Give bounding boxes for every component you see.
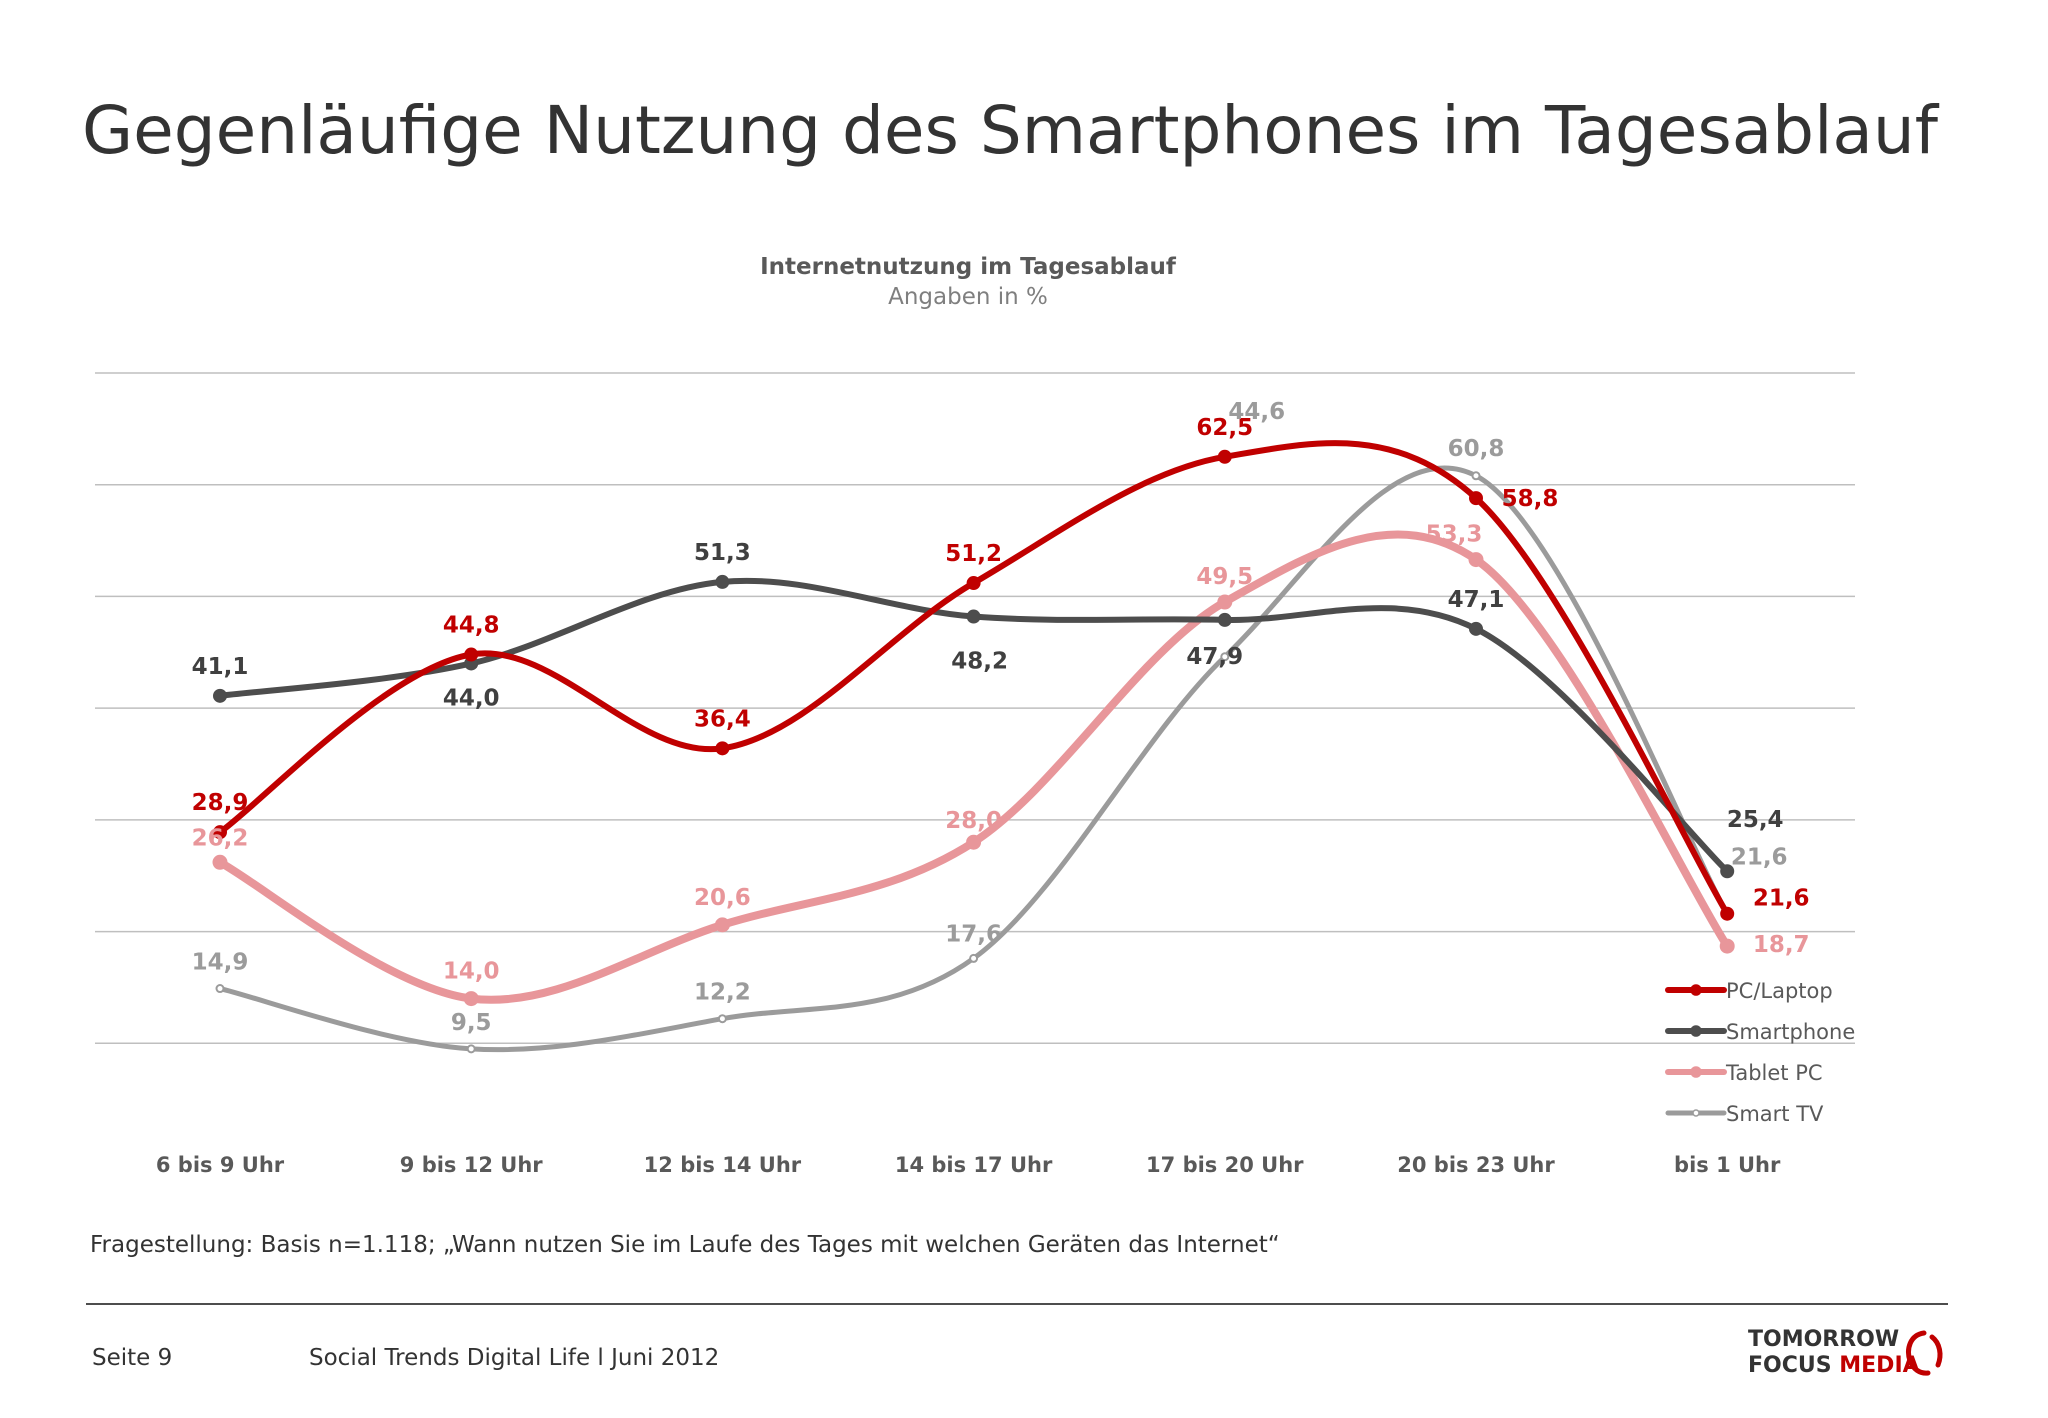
page-number: Seite 9 [92, 1345, 173, 1371]
x-tick-label: 9 bis 12 Uhr [400, 1153, 544, 1177]
legend-marker-smartphone [1690, 1025, 1702, 1037]
legend-marker-tablet-pc [1690, 1066, 1702, 1078]
x-tick-label: 20 bis 23 Uhr [1397, 1153, 1555, 1177]
data-label-pc-laptop: 62,5 [1196, 415, 1253, 441]
data-label-pc-laptop: 28,9 [192, 790, 249, 816]
data-point-smart-tv [215, 984, 225, 994]
x-tick-label: 17 bis 20 Uhr [1146, 1153, 1304, 1177]
data-point-tablet-pc [212, 854, 228, 870]
data-point-pc-laptop [1720, 906, 1735, 921]
footnote: Fragestellung: Basis n=1.118; „Wann nutz… [90, 1232, 1280, 1258]
data-label-tablet-pc: 49,5 [1196, 564, 1253, 590]
data-point-pc-laptop [213, 825, 227, 840]
data-point-pc-laptop [1469, 491, 1483, 506]
slide-title: Gegenläufige Nutzung des Smartphones im … [82, 92, 1938, 169]
data-point-pc-laptop [966, 576, 981, 591]
data-point-smart-tv [466, 1044, 476, 1054]
logo-text-line2: FOCUS MEDIA [1748, 1353, 1920, 1378]
data-label-pc-laptop: 36,4 [694, 706, 751, 732]
data-label-smartphone: 51,3 [694, 540, 751, 566]
data-label-smartphone: 25,4 [1727, 807, 1784, 833]
data-label-tablet-pc: 20,6 [694, 885, 751, 911]
x-tick-label: bis 1 Uhr [1674, 1153, 1781, 1177]
data-label-smart-tv: 60,8 [1448, 436, 1505, 462]
data-label-smartphone: 44,0 [443, 685, 500, 711]
x-tick-label: 6 bis 9 Uhr [156, 1153, 285, 1177]
data-point-tablet-pc [1719, 938, 1735, 954]
data-label-smart-tv: 14,9 [192, 950, 249, 976]
data-label-smartphone: 48,2 [951, 649, 1008, 675]
series-lines [212, 440, 1735, 1054]
legend: PC/Laptop Smartphone Tablet PC Smart TV [1665, 979, 1855, 1126]
logo-text-media: MEDIA [1839, 1353, 1920, 1378]
legend-label-smartphone: Smartphone [1726, 1020, 1855, 1044]
grid-lines [95, 372, 1855, 1045]
footer-divider [86, 1303, 1948, 1305]
legend-label-smart-tv: Smart TV [1726, 1102, 1824, 1126]
data-label-pc-laptop: 21,6 [1753, 886, 1810, 912]
data-point-pc-laptop [464, 647, 479, 662]
data-point-pc-laptop [715, 741, 730, 756]
data-labels: 28,9 44,8 36,4 51,2 62,5 58,8 21,6 41,1 44,0 51,3… [192, 399, 1810, 1036]
data-label-smart-tv: 12,2 [694, 980, 751, 1006]
data-label-tablet-pc: 28,0 [945, 808, 1002, 834]
footer-text: Social Trends Digital Life l Juni 2012 [309, 1345, 720, 1371]
x-axis: 6 bis 9 Uhr 9 bis 12 Uhr 12 bis 14 Uhr 14 b… [156, 1153, 1781, 1177]
line-chart: 6 bis 9 Uhr 9 bis 12 Uhr 12 bis 14 Uhr 14 b… [95, 372, 1855, 1177]
logo-text-tomorrow: TOMORROW [1748, 1327, 1900, 1352]
data-point-smartphone [715, 574, 730, 589]
data-label-tablet-pc: 26,2 [192, 825, 249, 851]
chart-title: Internetnutzung im Tagesablauf [760, 254, 1176, 280]
data-point-pc-laptop [1217, 449, 1232, 464]
data-point-tablet-pc [714, 917, 730, 933]
legend-label-pc-laptop: PC/Laptop [1726, 979, 1833, 1003]
data-label-smartphone: 47,1 [1448, 587, 1505, 613]
data-label-tablet-pc: 14,0 [443, 959, 500, 985]
data-point-smartphone [966, 609, 981, 624]
logo-swirl-icon [1906, 1330, 1943, 1376]
chart-subtitle: Angaben in % [888, 284, 1048, 310]
data-label-smart-tv: 9,5 [451, 1010, 492, 1036]
legend-marker-smart-tv [1692, 1109, 1700, 1117]
data-point-tablet-pc [1217, 594, 1233, 610]
data-point-smartphone [1720, 864, 1735, 879]
tomorrow-focus-media-logo: TOMORROW FOCUS MEDIA [1748, 1327, 1948, 1379]
data-point-smartphone [1469, 621, 1483, 636]
data-label-pc-laptop: 58,8 [1502, 486, 1559, 512]
data-point-tablet-pc [966, 834, 982, 850]
logo-text-focus: FOCUS [1748, 1353, 1832, 1378]
data-label-smartphone: 47,9 [1186, 644, 1243, 670]
data-label-pc-laptop: 51,2 [945, 541, 1002, 567]
data-label-tablet-pc: 18,7 [1753, 932, 1810, 958]
x-tick-label: 12 bis 14 Uhr [644, 1153, 802, 1177]
data-point-smart-tv [717, 1014, 727, 1024]
x-tick-label: 14 bis 17 Uhr [895, 1153, 1053, 1177]
data-point-smartphone [1217, 612, 1232, 627]
legend-marker-pc-laptop [1690, 984, 1702, 996]
legend-label-tablet-pc: Tablet PC [1725, 1061, 1823, 1085]
data-label-smart-tv: 17,6 [945, 921, 1002, 947]
data-label-smart-tv: 44,6 [1228, 399, 1285, 425]
data-point-smart-tv [969, 953, 979, 963]
data-point-smart-tv [1220, 652, 1230, 662]
data-point-smartphone [213, 688, 227, 703]
data-point-tablet-pc [1468, 552, 1484, 568]
data-label-pc-laptop: 44,8 [443, 613, 500, 639]
data-label-smart-tv: 21,6 [1731, 845, 1788, 871]
data-point-smart-tv [1471, 471, 1481, 481]
series-line-smart-tv [217, 465, 1730, 1053]
data-label-smartphone: 41,1 [192, 654, 249, 680]
data-label-tablet-pc: 53,3 [1426, 522, 1483, 548]
data-point-tablet-pc [463, 991, 479, 1007]
